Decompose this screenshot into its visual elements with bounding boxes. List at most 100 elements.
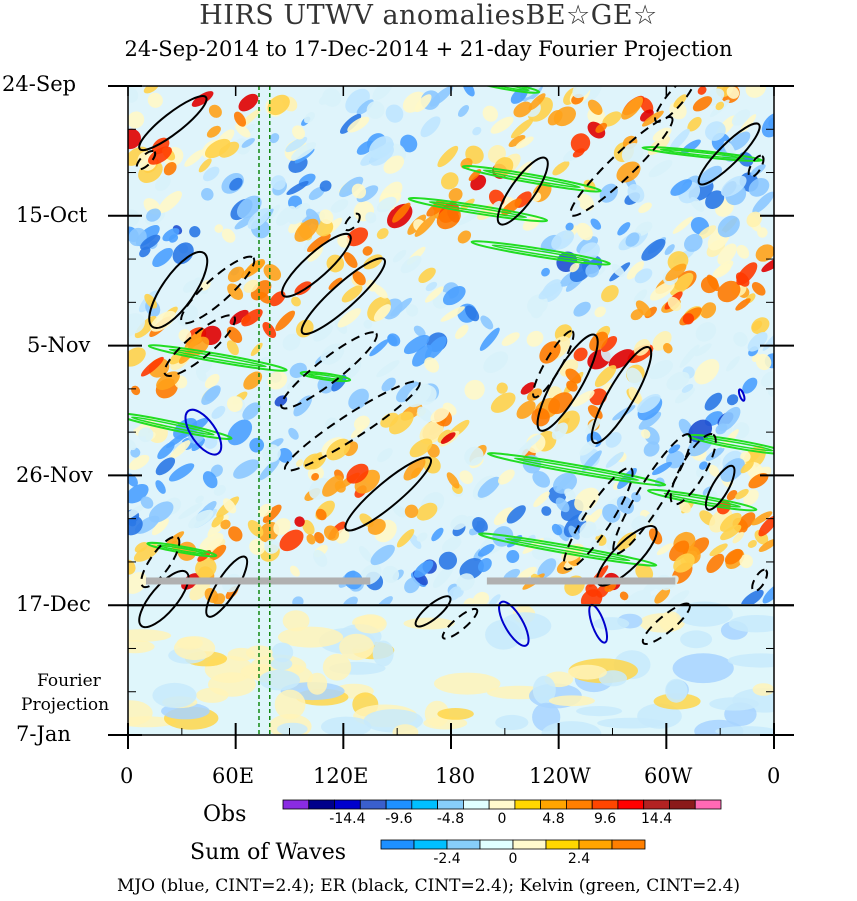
- field-cell: [198, 158, 212, 173]
- field-cell: [264, 539, 280, 554]
- field-cell: [214, 224, 224, 233]
- field-cell: [262, 322, 277, 338]
- field-cell: [648, 360, 673, 380]
- field-cell: [697, 225, 717, 240]
- field-cell: [482, 105, 498, 122]
- field-cell: [150, 310, 176, 332]
- field-cell: [446, 472, 460, 489]
- field-cell: [311, 473, 320, 481]
- field-cell: [143, 86, 159, 94]
- field-cell: [288, 427, 299, 440]
- field-cell: [735, 298, 751, 311]
- er-contour-11: [496, 156, 549, 226]
- field-cell: [400, 134, 418, 153]
- field-cell: [670, 272, 694, 296]
- field-cell: [343, 252, 358, 269]
- obs-colorbar-swatch-5: [411, 799, 438, 810]
- field-cell: [670, 179, 693, 196]
- field-cell: [720, 524, 742, 541]
- field-cell: [195, 557, 217, 579]
- waves-colorbar-swatch-0: [380, 839, 415, 850]
- field-cell: [626, 261, 645, 280]
- er-contour-22: [704, 464, 736, 511]
- field-cell: [158, 191, 183, 213]
- field-cell: [221, 228, 236, 243]
- waves-colorbar-label-1: 0: [509, 851, 518, 867]
- field-cell: [682, 313, 695, 325]
- field-cell: [748, 472, 769, 489]
- field-cell: [148, 501, 174, 523]
- field-cell: [700, 302, 717, 319]
- field-cell: [732, 531, 745, 544]
- y-tick-label-0: 24-Sep: [2, 72, 77, 96]
- field-cell: [551, 422, 568, 440]
- field-cell: [372, 86, 393, 101]
- field-cell: [431, 527, 444, 542]
- field-cell: [263, 263, 282, 281]
- field-cell: [537, 558, 557, 579]
- field-cell: [741, 589, 764, 608]
- projection-cell: [437, 708, 474, 720]
- field-cell: [483, 351, 509, 373]
- field-cell: [735, 488, 749, 500]
- field-cell: [208, 104, 222, 118]
- field-cell: [377, 448, 393, 463]
- field-cell: [322, 475, 344, 497]
- field-cell: [477, 476, 501, 498]
- field-cell: [385, 104, 404, 123]
- field-cell: [572, 148, 585, 158]
- field-cell: [493, 507, 514, 526]
- field-cell: [627, 183, 645, 203]
- field-cell: [501, 332, 520, 346]
- field-cell: [704, 392, 723, 411]
- field-cell: [602, 382, 612, 392]
- field-cell: [740, 460, 754, 474]
- field-cell: [441, 536, 462, 553]
- field-cell: [625, 232, 640, 247]
- waves-colorbar-swatch-6: [578, 839, 613, 850]
- field-cell: [128, 111, 145, 129]
- mjo-contour-3: [737, 388, 746, 402]
- field-cell: [247, 208, 271, 230]
- field-cell: [585, 263, 600, 278]
- field-cell: [296, 459, 304, 467]
- waves-colorbar-swatch-7: [611, 839, 646, 850]
- obs-colorbar-swatch-3: [359, 799, 387, 810]
- kelvin-contour-inner-4: [491, 244, 590, 262]
- field-cell: [269, 133, 280, 144]
- field-cell: [140, 234, 161, 250]
- field-cell: [184, 149, 205, 167]
- field-cell: [742, 377, 758, 394]
- projection-cell: [271, 642, 294, 663]
- field-cell: [188, 509, 214, 529]
- field-cell: [638, 202, 652, 214]
- field-cell: [420, 116, 441, 138]
- field-cell: [318, 92, 336, 105]
- field-cell: [695, 322, 717, 342]
- field-cell: [388, 411, 414, 435]
- er-contour-30: [751, 568, 769, 593]
- field-cell: [634, 221, 653, 236]
- field-cell: [621, 96, 644, 120]
- field-cell: [672, 216, 693, 234]
- kelvin-contour-12: [299, 370, 352, 383]
- field-cell: [723, 140, 736, 157]
- field-cell: [206, 125, 221, 138]
- field-cell: [717, 243, 737, 265]
- field-cell: [249, 539, 266, 555]
- er-contour-1: [135, 149, 157, 171]
- projection-cell: [339, 633, 375, 661]
- projection-cell: [128, 629, 172, 642]
- field-cell: [417, 406, 434, 422]
- x-tick-label-5: 60W: [644, 764, 693, 788]
- field-cell: [140, 356, 164, 377]
- projection-cell: [392, 724, 419, 735]
- obs-colorbar-swatch-7: [462, 799, 490, 810]
- field-cell: [636, 393, 661, 414]
- field-cell: [146, 208, 161, 222]
- projection-cell: [597, 717, 665, 729]
- field-cell: [210, 464, 223, 478]
- field-cell: [666, 590, 690, 608]
- field-cell: [663, 343, 673, 354]
- field-cell: [506, 550, 520, 563]
